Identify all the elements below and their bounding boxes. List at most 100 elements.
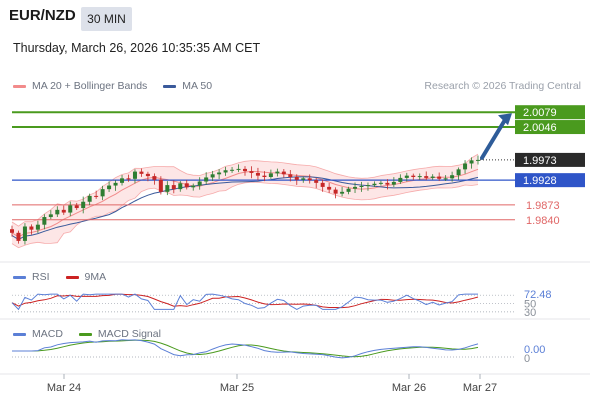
x-axis: Mar 24 Mar 25 Mar 26 Mar 27: [47, 374, 497, 394]
candle-body: [120, 178, 125, 183]
x-tick-label-1: Mar 25: [220, 382, 254, 394]
instrument-title: EUR/NZD: [9, 7, 76, 24]
candle-body: [100, 189, 105, 197]
research-credit: Research © 2026 Trading Central: [424, 80, 581, 92]
candle-body: [158, 179, 163, 192]
bollinger-lower: [11, 181, 479, 249]
legend-rsi-ma: 9MA: [65, 271, 107, 283]
candle-body: [9, 229, 15, 233]
rsi-line: [11, 293, 478, 311]
candle-body: [236, 168, 241, 170]
x-tick-label-2: Mar 26: [392, 382, 426, 394]
candle-body: [301, 178, 306, 180]
candle-body: [74, 205, 79, 209]
candle-body: [365, 185, 370, 187]
rsi-tick-label-0: 72.48: [524, 289, 552, 301]
candle-body: [107, 185, 112, 190]
macd-tick-label-1: 0: [524, 353, 530, 365]
candle-body: [255, 172, 260, 176]
x-tick-label-3: Mar 27: [463, 382, 497, 394]
level-label-4: 1.9840: [526, 215, 560, 227]
x-tick-label-0: Mar 24: [47, 382, 81, 394]
candle-body: [320, 182, 325, 187]
candle-body: [87, 195, 92, 202]
rsi-tick-label-1: 50: [524, 299, 536, 311]
candle-body: [424, 176, 429, 178]
forecast-arrow: [480, 113, 512, 160]
candle-body: [469, 160, 474, 164]
level-label-3: 1.9873: [526, 200, 560, 212]
candle-body: [184, 183, 189, 188]
candle-body: [288, 174, 293, 177]
candle-body: [475, 159, 481, 161]
panel-separators: [0, 261, 590, 375]
macd-line: [12, 339, 479, 359]
candle-body: [217, 172, 222, 175]
legend-ma50: MA 50: [163, 80, 212, 92]
legend-macd-swatch: [13, 332, 26, 336]
rsi-tick-label-2: 30: [524, 307, 536, 319]
candle-body: [340, 191, 345, 194]
candle-body: [378, 182, 383, 184]
candle-body: [139, 171, 144, 174]
candle-body: [55, 209, 60, 215]
legend-macd-label: MACD: [32, 328, 63, 340]
legend-ma50-swatch: [163, 84, 177, 88]
candle-body: [404, 175, 409, 178]
level-box-0: [515, 105, 585, 120]
level-label-1: 2.0046: [523, 122, 557, 134]
legend-bollinger: MA 20 + Bollinger Bands: [13, 80, 147, 92]
candle-body: [391, 181, 396, 185]
candle-body: [132, 171, 137, 179]
candle-body: [210, 174, 215, 178]
chart-datetime: Thursday, March 26, 2026 10:35:35 AM CET: [13, 41, 261, 55]
level-box-2: [515, 173, 585, 188]
candle-body: [61, 209, 66, 213]
legend-rsi-label: RSI: [32, 271, 50, 283]
candle-body: [385, 182, 390, 185]
timeframe-badge[interactable]: 30 MIN: [81, 7, 132, 31]
macd-legend: MACD MACD Signal: [13, 328, 177, 340]
legend-macd-signal-swatch: [78, 332, 92, 336]
forecast-arrow-shaft: [480, 116, 508, 160]
last-price-box: [515, 152, 585, 167]
candle-body: [113, 182, 118, 186]
candle-body: [294, 177, 299, 180]
rsi-ma-line: [11, 293, 479, 309]
main-legend: MA 20 + Bollinger Bands MA 50: [13, 80, 228, 92]
level-label-2: 1.9928: [523, 175, 557, 187]
macd-panel: 0.000: [12, 339, 545, 365]
candle-body: [68, 205, 73, 213]
candle-body: [22, 226, 27, 241]
candle-body: [398, 177, 403, 182]
candle-body: [359, 186, 364, 187]
candle-body: [411, 175, 416, 177]
candle-body: [81, 201, 86, 209]
key-levels: [12, 111, 515, 221]
candle-body: [307, 178, 312, 181]
candle-body: [314, 180, 319, 183]
candle-body: [437, 176, 442, 179]
candle-body: [178, 183, 183, 190]
candle-body: [262, 175, 267, 177]
level-label-0: 2.0079: [523, 107, 557, 119]
candle-body: [275, 171, 280, 174]
rsi-legend: RSI 9MA: [13, 271, 122, 283]
macd-signal-line: [12, 339, 479, 358]
legend-ma50-label: MA 50: [182, 80, 213, 92]
legend-rsi-ma-label: 9MA: [84, 271, 107, 283]
legend-macd-signal: MACD Signal: [78, 328, 161, 340]
candle-body: [48, 214, 53, 218]
candle-body: [456, 169, 461, 176]
candle-body: [42, 217, 47, 225]
legend-rsi: RSI: [13, 271, 50, 283]
candle-body: [430, 176, 435, 178]
candle-body: [327, 186, 332, 190]
candle-body: [443, 178, 448, 180]
legend-bollinger-label: MA 20 + Bollinger Bands: [32, 80, 148, 92]
level-box-1: [515, 120, 585, 135]
candle-body: [353, 186, 358, 189]
candle-body: [463, 163, 468, 170]
